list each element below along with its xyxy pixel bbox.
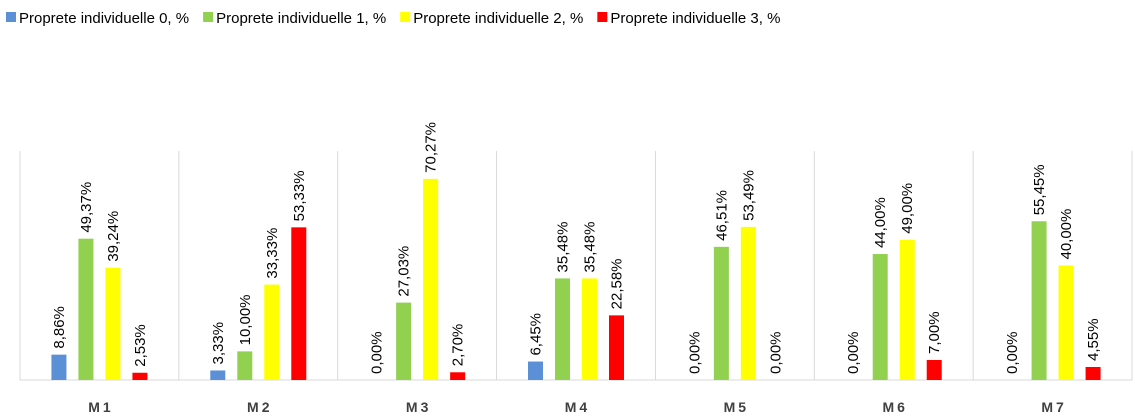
data-label: 2,53%: [132, 324, 149, 367]
bar: [528, 361, 543, 380]
bar: [423, 178, 439, 380]
data-label: 53,49%: [740, 170, 757, 221]
legend-label: Proprete individuelle 2, %: [413, 10, 583, 27]
data-label: 0,00%: [1004, 331, 1021, 374]
data-label: 22,58%: [609, 258, 626, 309]
x-tick-label: M7: [1041, 399, 1066, 415]
legend-label: Proprete individuelle 3, %: [610, 10, 780, 27]
bar: [291, 227, 307, 380]
data-label: 0,00%: [686, 331, 703, 374]
legend-label: Proprete individuelle 0, %: [19, 10, 189, 27]
bar: [740, 226, 756, 380]
bar: [105, 267, 121, 380]
data-label: 49,00%: [899, 183, 916, 234]
data-label: 39,24%: [105, 211, 122, 262]
data-label: 35,48%: [582, 222, 599, 273]
data-label: 0,00%: [369, 331, 386, 374]
data-label: 27,03%: [396, 246, 413, 297]
bar: [396, 302, 412, 380]
data-label: 2,70%: [450, 324, 467, 367]
data-label: 0,00%: [767, 331, 784, 374]
legend-swatch: [6, 12, 16, 22]
data-label: 70,27%: [423, 122, 440, 173]
x-tick-label: M2: [247, 399, 272, 415]
bar: [450, 372, 466, 380]
data-label: 6,45%: [528, 313, 545, 356]
bar: [582, 278, 597, 380]
data-label: 55,45%: [1031, 164, 1048, 215]
bar: [1058, 265, 1074, 380]
bar: [555, 278, 570, 380]
data-label: 44,00%: [872, 197, 889, 248]
bar: [1031, 221, 1047, 380]
data-label: 49,37%: [78, 182, 95, 233]
legend-swatch: [400, 12, 411, 22]
data-label: 4,55%: [1085, 318, 1102, 361]
data-label: 40,00%: [1058, 209, 1075, 260]
x-tick-label: M4: [565, 399, 590, 415]
bar: [899, 239, 915, 380]
data-label: 10,00%: [237, 295, 254, 346]
x-tick-label: M1: [88, 399, 113, 415]
bar: [926, 359, 942, 380]
bar: [609, 315, 624, 380]
x-tick-label: M5: [724, 399, 749, 415]
bar: [237, 351, 253, 380]
data-label: 7,00%: [926, 311, 943, 354]
bar: [872, 254, 888, 380]
data-label: 33,33%: [264, 228, 281, 279]
x-tick-label: M3: [406, 399, 431, 415]
data-label: 0,00%: [845, 331, 862, 374]
bar: [1085, 366, 1101, 380]
data-label: 35,48%: [555, 222, 572, 273]
data-label: 8,86%: [51, 306, 68, 349]
bar: [264, 284, 280, 380]
legend-label: Proprete individuelle 1, %: [216, 10, 386, 27]
bar: [132, 372, 148, 380]
bar: [713, 246, 729, 380]
bar: [51, 354, 67, 380]
bar: [78, 238, 94, 380]
legend-swatch: [203, 12, 214, 22]
data-label: 53,33%: [291, 170, 308, 221]
data-label: 46,51%: [713, 190, 730, 241]
legend-swatch: [597, 12, 608, 22]
bar: [210, 370, 226, 380]
data-label: 3,33%: [210, 322, 227, 365]
x-tick-label: M6: [882, 399, 907, 415]
